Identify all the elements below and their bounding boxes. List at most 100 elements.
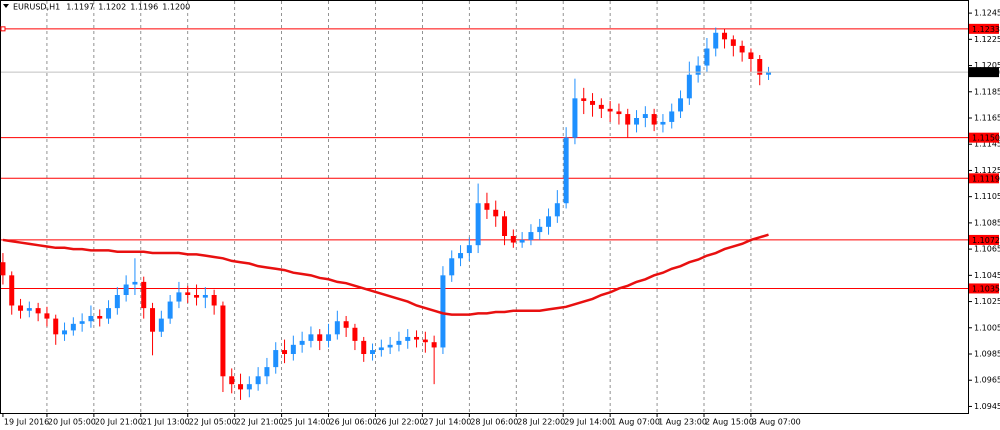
candle-body — [88, 315, 94, 322]
candle-body — [634, 118, 640, 125]
candle-body — [194, 295, 200, 298]
candle-body — [678, 98, 684, 112]
x-tick-label: 1 Aug 07:00 — [611, 418, 660, 427]
candle-body — [405, 336, 411, 341]
candle-body — [704, 48, 710, 66]
x-tick-label: 2 Aug 15:00 — [705, 418, 754, 427]
x-tick-label: 21 Jul 13:00 — [142, 418, 190, 427]
candle-body — [616, 111, 622, 115]
header-low: 1.1196 — [130, 3, 158, 12]
candle-body — [18, 305, 24, 311]
candle-body — [255, 376, 261, 385]
candle-body — [519, 239, 525, 243]
header-arrow — [3, 4, 9, 8]
x-tick-label: 26 Jul 06:00 — [330, 418, 378, 427]
candle-body — [748, 52, 754, 59]
x-tick-label: 20 Jul 05:00 — [48, 418, 96, 427]
level-label: 1.1035 — [972, 284, 1000, 293]
candle-body — [440, 275, 446, 348]
candle-body — [53, 318, 59, 335]
candle-body — [167, 301, 173, 319]
header-symbol: EURUSD,H1 — [13, 3, 60, 12]
level-label-box — [969, 23, 999, 34]
x-tick-label: 20 Jul 21:00 — [95, 418, 143, 427]
x-tick-label: 25 Jul 14:00 — [283, 418, 331, 427]
candle-body — [607, 108, 613, 112]
level-label: 1.1233 — [972, 25, 1000, 34]
candle-body — [598, 104, 604, 109]
candle-body — [484, 203, 490, 210]
candle-body — [695, 65, 701, 75]
header-high: 1.1202 — [98, 3, 126, 12]
candle-body — [114, 295, 120, 309]
candle-body — [739, 45, 745, 53]
candle-body — [590, 100, 596, 105]
candle-body — [502, 216, 508, 236]
candle-body — [317, 334, 323, 341]
candle-body — [0, 262, 6, 276]
candle-body — [686, 74, 692, 99]
level-label: 1.1200 — [972, 68, 1000, 77]
x-tick-label: 29 Jul 14:00 — [564, 418, 612, 427]
y-tick-label: 1.1125 — [974, 166, 1000, 175]
y-tick-label: 1.1165 — [974, 114, 1000, 123]
candle-body — [308, 334, 314, 341]
moving-average — [2, 233, 769, 316]
level-label: 1.1150 — [972, 134, 1000, 143]
candle-body — [26, 308, 32, 311]
candle-body — [546, 216, 552, 227]
candle-body — [458, 253, 464, 259]
candle-body — [220, 305, 226, 377]
candle-body — [449, 258, 455, 276]
candle-body — [651, 114, 657, 125]
candle-body — [493, 209, 499, 217]
y-tick-label: 1.1225 — [974, 35, 1000, 44]
y-tick-label: 1.0945 — [974, 402, 1000, 411]
level-label-box — [969, 173, 999, 184]
candle-body — [414, 336, 420, 340]
y-tick-label: 1.1045 — [974, 271, 1000, 280]
level-label-box — [969, 234, 999, 245]
y-tick-label: 1.1185 — [974, 87, 1000, 96]
x-tick-label: 28 Jul 22:00 — [517, 418, 565, 427]
candle-body — [757, 59, 763, 75]
candle-body — [290, 344, 296, 354]
candle-body — [185, 292, 191, 295]
candle-body — [722, 32, 728, 40]
candle-body — [97, 315, 103, 319]
candle-body — [334, 321, 340, 335]
y-tick-label: 1.1245 — [974, 9, 1000, 18]
level-label-box — [969, 67, 999, 78]
x-tick-label: 28 Jul 06:00 — [470, 418, 518, 427]
candle-body — [282, 350, 288, 354]
candle-body — [141, 281, 147, 309]
candle-body — [713, 32, 719, 49]
candle-body — [176, 292, 182, 302]
y-tick-label: 1.1145 — [974, 140, 1000, 149]
candle-body — [370, 350, 376, 354]
y-tick-label: 1.1025 — [974, 297, 1000, 306]
candle-body — [246, 384, 252, 390]
candle-body — [387, 344, 393, 348]
candle-body — [229, 376, 235, 385]
candle-body — [106, 308, 112, 319]
candle-body — [211, 295, 217, 306]
candle-body — [361, 340, 367, 354]
y-tick-label: 1.1005 — [974, 323, 1000, 332]
candle-body — [343, 321, 349, 328]
candle-body — [378, 347, 384, 351]
candle-body — [422, 339, 428, 343]
candle-body — [70, 323, 76, 331]
header-close: 1.1200 — [162, 3, 190, 12]
y-tick-label: 1.1205 — [974, 61, 1000, 70]
candle-body — [669, 111, 675, 122]
candle-body — [581, 98, 587, 101]
candle-body — [238, 384, 244, 390]
candle-body — [202, 295, 208, 298]
candle-body — [537, 226, 543, 233]
level-label: 1.1072 — [972, 236, 1000, 245]
candle-body — [158, 318, 164, 332]
candle-body — [660, 121, 666, 125]
candle-body — [9, 275, 15, 306]
